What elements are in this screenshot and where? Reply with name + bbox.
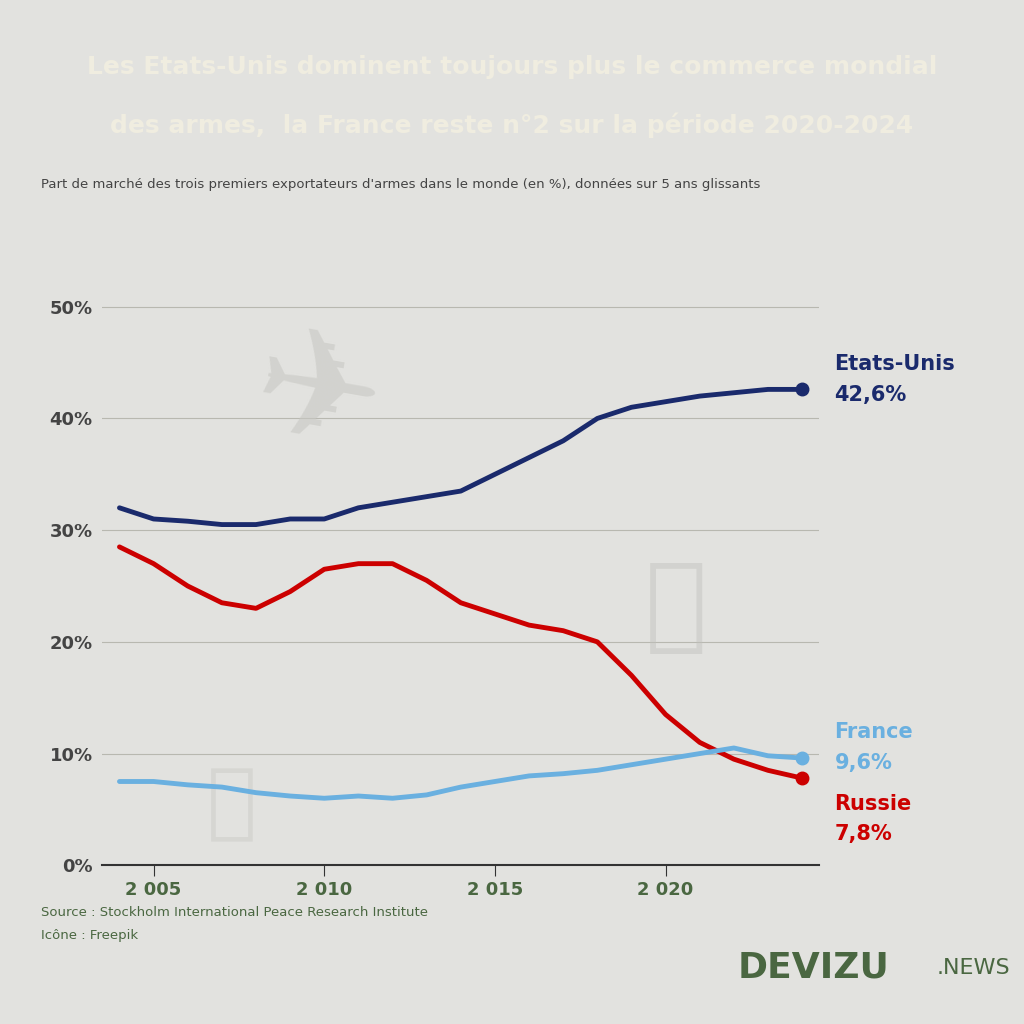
Text: 🚁: 🚁	[644, 557, 708, 657]
Text: Icône : Freepik: Icône : Freepik	[41, 929, 138, 942]
Text: Part de marché des trois premiers exportateurs d'armes dans le monde (en %), don: Part de marché des trois premiers export…	[41, 178, 761, 191]
Text: 9,6%: 9,6%	[835, 754, 893, 773]
Text: ✈: ✈	[242, 313, 393, 483]
Text: 🚜: 🚜	[207, 763, 256, 845]
Text: 42,6%: 42,6%	[835, 385, 907, 404]
Text: France: France	[835, 723, 913, 742]
Text: 7,8%: 7,8%	[835, 824, 892, 845]
Text: Les Etats-Unis dominent toujours plus le commerce mondial: Les Etats-Unis dominent toujours plus le…	[87, 55, 937, 79]
Text: DEVIZU: DEVIZU	[737, 950, 889, 985]
Text: Source : Stockholm International Peace Research Institute: Source : Stockholm International Peace R…	[41, 906, 428, 920]
Text: Russie: Russie	[835, 794, 911, 814]
Text: Etats-Unis: Etats-Unis	[835, 354, 955, 374]
Text: .NEWS: .NEWS	[937, 957, 1011, 978]
Text: des armes,  la France reste n°2 sur la période 2020-2024: des armes, la France reste n°2 sur la pé…	[111, 113, 913, 138]
